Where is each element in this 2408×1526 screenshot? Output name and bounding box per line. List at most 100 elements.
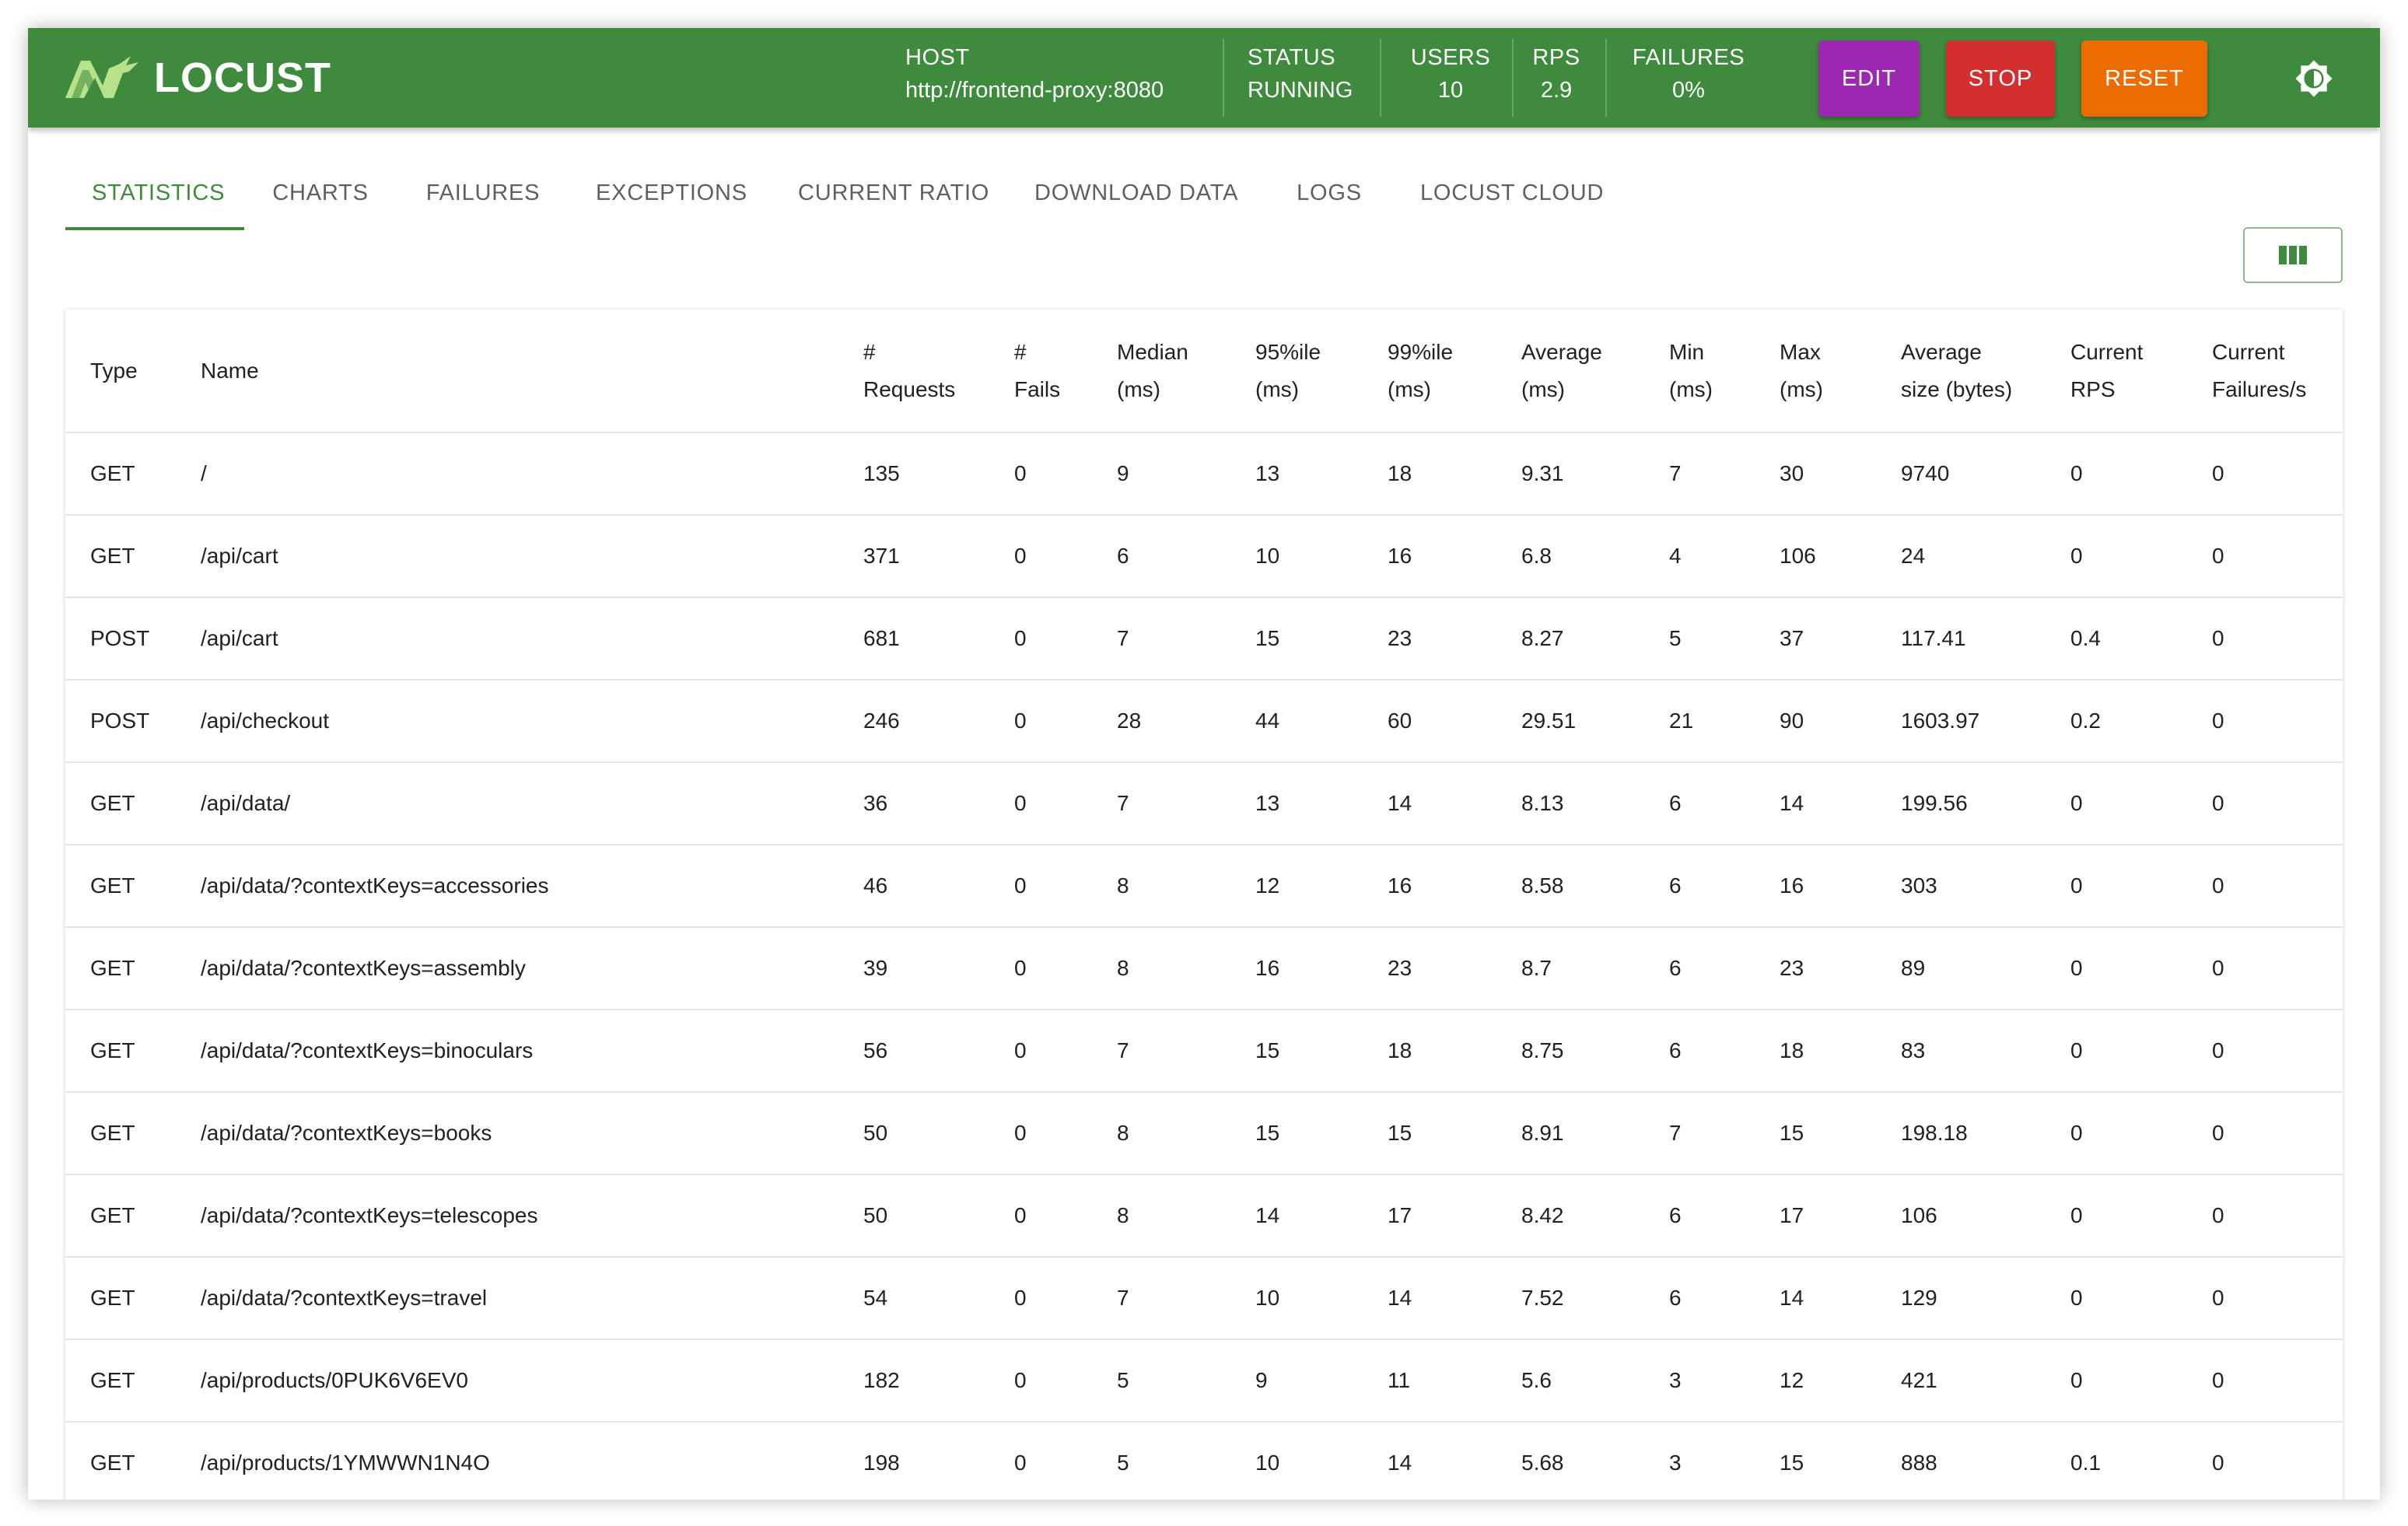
cell-p95: 15 xyxy=(1230,1092,1363,1175)
column-header-type[interactable]: Type xyxy=(65,310,176,433)
cell-max: 37 xyxy=(1755,597,1876,681)
cell-p99: 15 xyxy=(1363,1092,1496,1175)
cell-requests: 198 xyxy=(838,1422,989,1500)
table-row[interactable]: GET/api/cart 371 0 6 10 16 6.8 4 106 24 0 0 xyxy=(65,515,2343,598)
table-row[interactable]: GET/api/data/?contextKeys=books 50 0 8 15 15 8… xyxy=(65,1092,2343,1175)
table-row[interactable]: POST/api/cart 681 0 7 15 23 8.27 5 37 117.41 0.4 0 xyxy=(65,597,2343,681)
tab-current-ratio[interactable]: CURRENT RATIO xyxy=(798,180,990,205)
select-columns-button[interactable] xyxy=(2243,227,2343,283)
users-value: 10 xyxy=(1437,78,1464,103)
cell-avg-size: 198.18 xyxy=(1876,1092,2046,1175)
column-header-max[interactable]: Max (ms) xyxy=(1755,310,1876,433)
rps-value: 2.9 xyxy=(1540,78,1573,103)
table-row[interactable]: GET/api/data/?contextKeys=travel 54 0 7 10 14… xyxy=(65,1257,2343,1340)
cell-average: 8.7 xyxy=(1496,927,1644,1010)
cell-type: GET xyxy=(65,845,176,928)
cell-p95: 9 xyxy=(1230,1339,1363,1423)
table-row[interactable]: GET/api/products/0PUK6V6EV0 182 0 5 9 11 5.6 3 1… xyxy=(65,1339,2343,1423)
column-header-avg-size[interactable]: Average size (bytes) xyxy=(1876,310,2046,433)
rps-label: RPS xyxy=(1532,45,1580,70)
status-label: STATUS xyxy=(1248,45,1336,70)
cell-current-failures: 0 xyxy=(2187,680,2343,763)
cell-p99: 16 xyxy=(1363,845,1496,928)
column-header-p95[interactable]: 95%ile (ms) xyxy=(1230,310,1363,433)
column-header-text: Current xyxy=(2212,339,2285,364)
logo-text: LOCUST xyxy=(154,54,331,101)
cell-name: /api/products/1YMWWN1N4O xyxy=(176,1422,838,1500)
column-header-average[interactable]: Average (ms) xyxy=(1496,310,1644,433)
cell-current-failures: 0 xyxy=(2187,597,2343,681)
cell-requests: 46 xyxy=(838,845,989,928)
cell-max: 12 xyxy=(1755,1339,1876,1423)
column-header-current-failures[interactable]: Current Failures/s xyxy=(2187,310,2343,433)
stop-button[interactable]: STOP xyxy=(1946,40,2055,117)
table-row[interactable]: GET/api/data/36 0 7 13 14 8.13 6 14 199.56 0 0 xyxy=(65,762,2343,845)
cell-name: /api/data/?contextKeys=books xyxy=(176,1092,838,1175)
cell-requests: 50 xyxy=(838,1174,989,1258)
cell-type: GET xyxy=(65,1339,176,1423)
table-body: GET/135 0 9 13 18 9.31 7 30 9740 0 0 GET/api/cart 37… xyxy=(65,432,2343,1500)
statistics-table-container: Type Name # Requests # Fails Median (ms) 95%ile (… xyxy=(65,310,2343,1500)
cell-median: 8 xyxy=(1092,1174,1230,1258)
host-label: HOST xyxy=(905,45,970,70)
column-header-current-rps[interactable]: Current RPS xyxy=(2046,310,2187,433)
column-header-text: 99%ile xyxy=(1388,339,1454,364)
table-row[interactable]: GET/135 0 9 13 18 9.31 7 30 9740 0 0 xyxy=(65,432,2343,516)
table-row[interactable]: GET/api/data/?contextKeys=binoculars 56 0 7… xyxy=(65,1010,2343,1093)
tab-failures[interactable]: FAILURES xyxy=(425,180,541,205)
cell-max: 18 xyxy=(1755,1010,1876,1093)
cell-current-failures: 0 xyxy=(2187,762,2343,845)
tab-statistics[interactable]: STATISTICS xyxy=(65,128,244,230)
cell-fails: 0 xyxy=(989,1010,1092,1093)
locust-logo[interactable]: LOCUST xyxy=(64,54,331,101)
column-header-text: # xyxy=(863,339,876,364)
tab-download-data[interactable]: DOWNLOAD DATA xyxy=(1034,180,1239,205)
column-header-median[interactable]: Median (ms) xyxy=(1092,310,1230,433)
column-header-min[interactable]: Min (ms) xyxy=(1644,310,1755,433)
cell-name: /api/data/?contextKeys=assembly xyxy=(176,927,838,1010)
cell-type: GET xyxy=(65,432,176,516)
cell-average: 5.68 xyxy=(1496,1422,1644,1500)
header-divider xyxy=(1605,39,1607,117)
column-header-p99[interactable]: 99%ile (ms) xyxy=(1363,310,1496,433)
table-row[interactable]: GET/api/products/1YMWWN1N4O 198 0 5 10 14 5.68… xyxy=(65,1422,2343,1500)
cell-max: 15 xyxy=(1755,1422,1876,1500)
table-row[interactable]: GET/api/data/?contextKeys=assembly 39 0 8 16… xyxy=(65,927,2343,1010)
cell-min: 6 xyxy=(1644,1174,1755,1258)
cell-fails: 0 xyxy=(989,515,1092,598)
cell-type: GET xyxy=(65,1174,176,1258)
tab-locust-cloud[interactable]: LOCUST CLOUD xyxy=(1420,180,1605,205)
edit-button[interactable]: EDIT xyxy=(1818,40,1920,117)
cell-p95: 10 xyxy=(1230,515,1363,598)
theme-toggle-button[interactable] xyxy=(2294,59,2333,98)
cell-average: 6.8 xyxy=(1496,515,1644,598)
cell-current-failures: 0 xyxy=(2187,1422,2343,1500)
cell-average: 7.52 xyxy=(1496,1257,1644,1340)
column-header-fails[interactable]: # Fails xyxy=(989,310,1092,433)
column-header-requests[interactable]: # Requests xyxy=(838,310,989,433)
reset-button[interactable]: RESET xyxy=(2081,40,2207,117)
tab-charts[interactable]: CHARTS xyxy=(272,180,369,205)
cell-fails: 0 xyxy=(989,1339,1092,1423)
cell-average: 8.27 xyxy=(1496,597,1644,681)
column-header-text: (ms) xyxy=(1388,376,1431,401)
cell-min: 7 xyxy=(1644,432,1755,516)
tab-logs[interactable]: LOGS xyxy=(1297,180,1362,205)
header-divider xyxy=(1223,39,1224,117)
table-row[interactable]: POST/api/checkout 246 0 28 44 60 29.51 21 90 1603… xyxy=(65,680,2343,763)
cell-p95: 15 xyxy=(1230,597,1363,681)
table-row[interactable]: GET/api/data/?contextKeys=telescopes 50 0 8… xyxy=(65,1174,2343,1258)
tab-exceptions[interactable]: EXCEPTIONS xyxy=(596,180,747,205)
cell-p99: 18 xyxy=(1363,1010,1496,1093)
status-stat: STATUS RUNNING xyxy=(1248,42,1388,114)
cell-current-rps: 0 xyxy=(2046,1257,2187,1340)
table-header-row: Type Name # Requests # Fails Median (ms) 95%ile (… xyxy=(65,310,2343,433)
cell-avg-size: 106 xyxy=(1876,1174,2046,1258)
cell-requests: 135 xyxy=(838,432,989,516)
cell-p95: 13 xyxy=(1230,762,1363,845)
cell-p99: 14 xyxy=(1363,1422,1496,1500)
column-header-name[interactable]: Name xyxy=(176,310,838,433)
table-row[interactable]: GET/api/data/?contextKeys=accessories 46 0… xyxy=(65,845,2343,928)
cell-average: 8.75 xyxy=(1496,1010,1644,1093)
cell-average: 8.91 xyxy=(1496,1092,1644,1175)
